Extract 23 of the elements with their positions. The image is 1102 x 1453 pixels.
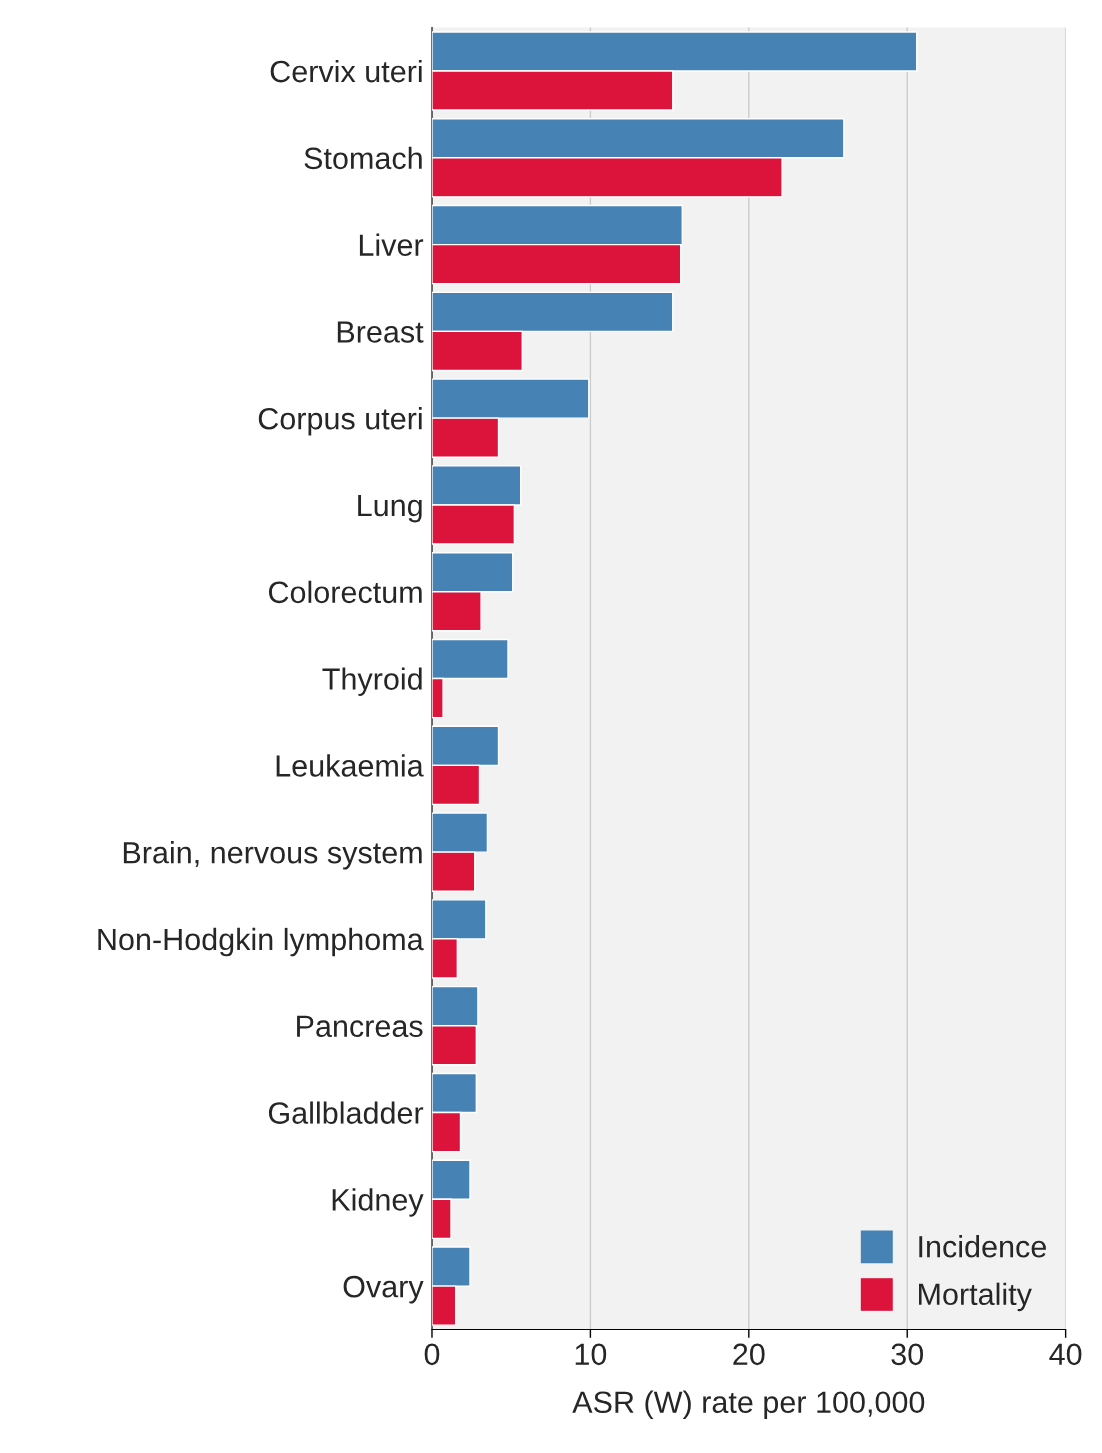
x-axis-title: ASR (W) rate per 100,000 <box>572 1390 925 1420</box>
y-tick-label: Corpus uteri <box>258 407 422 436</box>
x-tick-label: 30 <box>891 1343 924 1366</box>
y-tick-label: Liver <box>359 233 424 256</box>
legend-label: Mortality <box>919 1282 1032 1312</box>
x-tick-label: 10 <box>575 1343 607 1366</box>
legend-label: Incidence <box>919 1235 1046 1258</box>
y-tick-label: Stomach <box>304 146 422 170</box>
y-tick-label: Kidney <box>332 1188 424 1217</box>
y-tick-label: Leukaemia <box>276 754 424 777</box>
y-tick-label: Ovary <box>343 1275 424 1304</box>
y-tick-label: Colorectum <box>268 580 422 604</box>
y-tick-label: Cervix uteri <box>270 59 422 83</box>
x-tick-label: 20 <box>733 1343 765 1366</box>
y-tick-label: Brain, nervous system <box>123 841 422 870</box>
y-tick-label: Thyroid <box>322 667 422 696</box>
y-tick-label: Non-Hodgkin lymphoma <box>98 927 424 957</box>
x-tick-label: 0 <box>424 1343 440 1366</box>
x-tick-label: 40 <box>1049 1343 1082 1366</box>
y-tick-label: Gallbladder <box>268 1101 424 1124</box>
y-tick-label: Breast <box>337 321 424 343</box>
y-tick-label: Lung <box>358 495 422 523</box>
y-tick-label: Pancreas <box>297 1015 423 1038</box>
